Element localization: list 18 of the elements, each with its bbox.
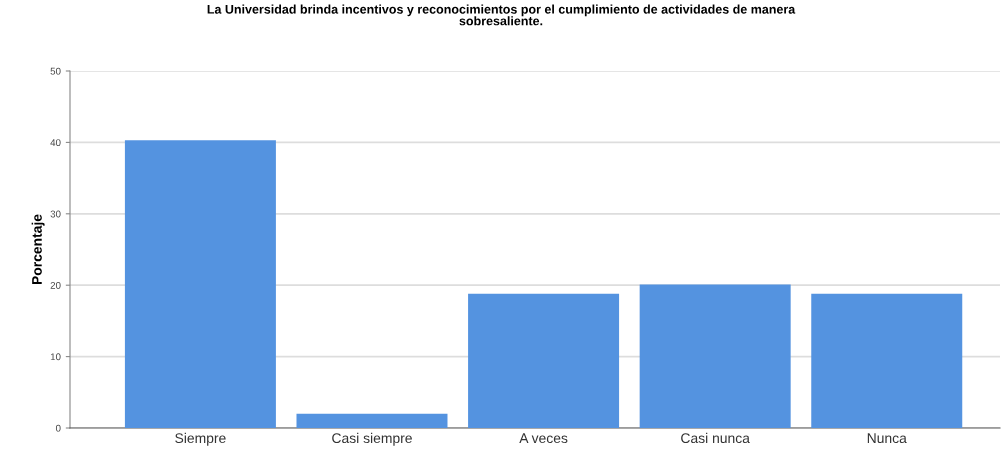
y-tick-label: 10 xyxy=(50,353,61,361)
bar xyxy=(468,293,620,428)
x-tick-label: Siempre xyxy=(175,432,226,446)
x-tick-label: Nunca xyxy=(867,433,907,444)
x-tick-label: Casi siempre xyxy=(332,432,412,446)
y-tick-label: 50 xyxy=(50,67,61,75)
y-tick-label: 20 xyxy=(50,281,61,289)
y-tick-label: 0 xyxy=(55,424,61,432)
bar xyxy=(124,140,276,428)
bar xyxy=(639,284,791,428)
y-tick-label: 30 xyxy=(50,210,61,218)
bar xyxy=(296,413,448,428)
x-tick-label: A veces xyxy=(519,433,568,444)
y-tick-label: 40 xyxy=(50,139,61,147)
y-axis-title: Porcentaje xyxy=(31,214,45,285)
chart-title: La Universidad brinda incentivos y reconocimientos por el cumplimiento de actividades de manera sobresaliente. xyxy=(207,4,796,26)
bar xyxy=(811,293,963,428)
x-tick-label: Casi nunca xyxy=(681,432,750,444)
